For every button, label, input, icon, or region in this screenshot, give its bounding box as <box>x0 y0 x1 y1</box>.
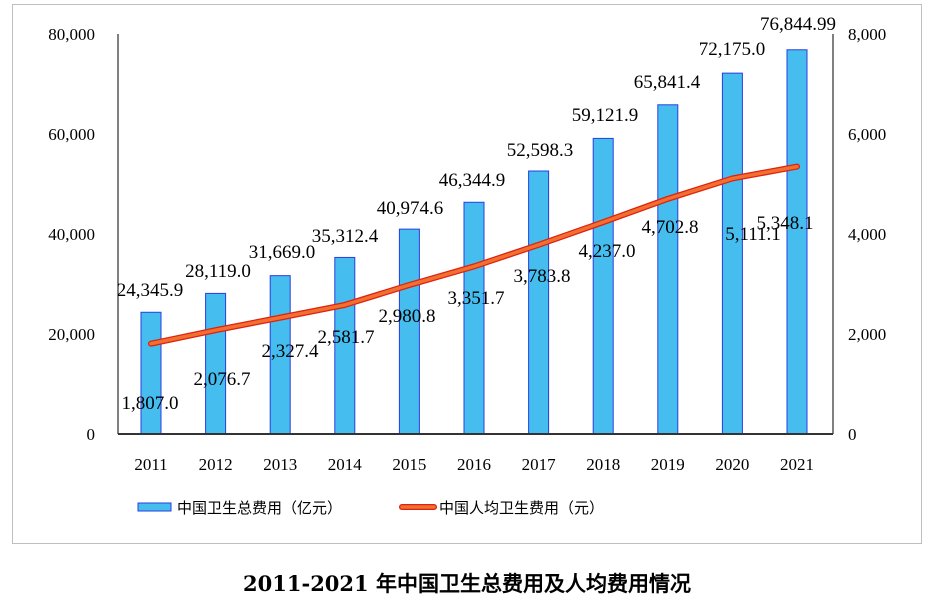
x-tick-label: 2011 <box>134 455 167 474</box>
bar-data-label: 46,344.9 <box>439 170 506 191</box>
line-data-label: 5,348.1 <box>757 213 814 234</box>
bar-data-label: 28,119.0 <box>185 261 251 282</box>
combo-chart: 0 20,000 40,000 60,000 80,000 0 2,000 4,000 6,00… <box>48 14 886 517</box>
x-tick-label: 2021 <box>780 455 814 474</box>
chart-frame <box>12 4 922 544</box>
bar <box>721 72 743 435</box>
left-tick-label: 60,000 <box>48 125 95 144</box>
left-tick-label: 20,000 <box>48 325 95 344</box>
line-data-label: 1,807.0 <box>122 393 179 414</box>
right-tick-label: 4,000 <box>848 225 886 244</box>
x-tick-label: 2012 <box>199 455 233 474</box>
bar-data-label: 65,841.4 <box>634 72 701 93</box>
bar-data-label: 40,974.6 <box>377 198 444 219</box>
bar <box>528 170 550 435</box>
bar-data-label: 72,175.0 <box>699 39 766 60</box>
line-data-label: 2,980.8 <box>379 306 436 327</box>
line-data-label: 3,351.7 <box>448 288 505 309</box>
bar <box>205 292 227 435</box>
left-tick-label: 40,000 <box>48 225 95 244</box>
left-tick-label: 80,000 <box>48 25 95 44</box>
x-tick-label: 2014 <box>328 455 363 474</box>
line-data-label: 5,111.1 <box>725 224 781 245</box>
bar-data-label: 59,121.9 <box>572 105 639 126</box>
line-data-label: 2,327.4 <box>262 341 320 362</box>
right-tick-label: 8,000 <box>848 25 886 44</box>
left-tick-label: 0 <box>87 425 96 444</box>
line-data-label: 2,581.7 <box>318 327 375 348</box>
x-tick-label: 2019 <box>651 455 685 474</box>
chart-title: 2011-2021 年中国卫生总费用及人均费用情况 <box>243 571 691 596</box>
line-data-label: 4,237.0 <box>579 241 636 262</box>
x-tick-label: 2015 <box>392 455 426 474</box>
x-tick-label: 2016 <box>457 455 491 474</box>
bar-data-label: 52,598.3 <box>507 140 574 161</box>
bar <box>786 49 808 435</box>
bar <box>463 201 485 435</box>
bar-data-label: 76,844.99 <box>760 14 836 35</box>
bar <box>140 311 162 435</box>
bar <box>592 137 614 435</box>
legend-bar-swatch <box>137 502 172 512</box>
x-tick-label: 2018 <box>586 455 620 474</box>
bar <box>657 104 679 435</box>
bar <box>398 228 420 435</box>
bar-data-label: 24,345.9 <box>117 280 184 301</box>
bar-data-label: 31,669.0 <box>249 242 316 263</box>
right-tick-label: 2,000 <box>848 325 886 344</box>
legend-line-label: 中国人均卫生费用（元） <box>439 499 604 517</box>
x-tick-label: 2020 <box>715 455 749 474</box>
line-data-label: 3,783.8 <box>514 266 571 287</box>
x-tick-label: 2017 <box>522 455 557 474</box>
legend-bar-label: 中国卫生总费用（亿元） <box>177 499 342 517</box>
line-data-label: 2,076.7 <box>194 369 251 390</box>
line-data-label: 4,702.8 <box>642 217 699 238</box>
line-series <box>149 164 799 346</box>
right-tick-label: 6,000 <box>848 125 886 144</box>
bar-data-label: 35,312.4 <box>312 226 379 247</box>
right-tick-label: 0 <box>848 425 857 444</box>
x-tick-label: 2013 <box>263 455 297 474</box>
